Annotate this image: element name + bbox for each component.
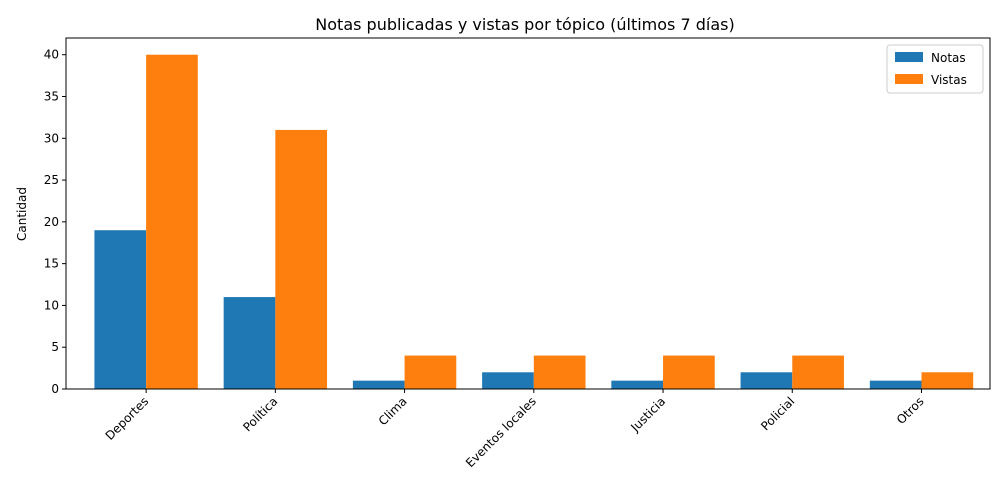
y-tick-label: 5 [51,340,59,354]
x-tick-label: Deportes [103,394,152,443]
bar-notas-1 [223,297,276,389]
y-tick-label: 15 [44,257,59,271]
x-tick-label: Otros [894,394,927,427]
legend: Notas Vistas [886,44,984,94]
y-tick-label: 25 [44,173,59,187]
legend-label-vistas: Vistas [931,73,967,87]
bar-vistas-5 [792,355,844,389]
chart-title: Notas publicadas y vistas por tópico (úl… [315,15,734,34]
bar-notas-6 [869,380,922,389]
y-tick-label: 20 [44,215,59,229]
y-tick-label: 35 [44,90,59,104]
plot-area: 0 5 10 15 20 25 30 35 40 Deportes Política Clima Eve… [44,37,991,470]
x-tick-label: Policial [758,394,797,433]
y-tick-label: 0 [51,382,59,396]
plot-frame [65,37,991,390]
bar-notas-5 [740,372,793,389]
bar-vistas-0 [146,54,198,390]
bar-vistas-3 [533,355,586,389]
legend-label-notas: Notas [931,51,966,65]
bar-notas-2 [352,380,405,389]
bar-notas-3 [482,372,534,389]
bar-notas-0 [94,230,147,389]
bar-vistas-4 [663,355,715,389]
y-axis-label: Cantidad [15,187,29,241]
legend-swatch-notas [895,52,923,62]
bar-vistas-1 [275,129,328,389]
x-tick-label: Justicia [627,394,668,435]
x-tick-label: Política [240,394,280,434]
x-tick-label: Eventos locales [463,394,539,470]
bar-vistas-2 [404,355,457,389]
legend-swatch-vistas [895,74,923,84]
x-tick-label: Clima [376,394,410,428]
y-tick-label: 40 [44,48,59,62]
bar-notas-4 [611,380,664,389]
bar-vistas-6 [921,372,974,389]
y-tick-label: 10 [44,298,59,312]
y-tick-label: 30 [44,131,59,145]
